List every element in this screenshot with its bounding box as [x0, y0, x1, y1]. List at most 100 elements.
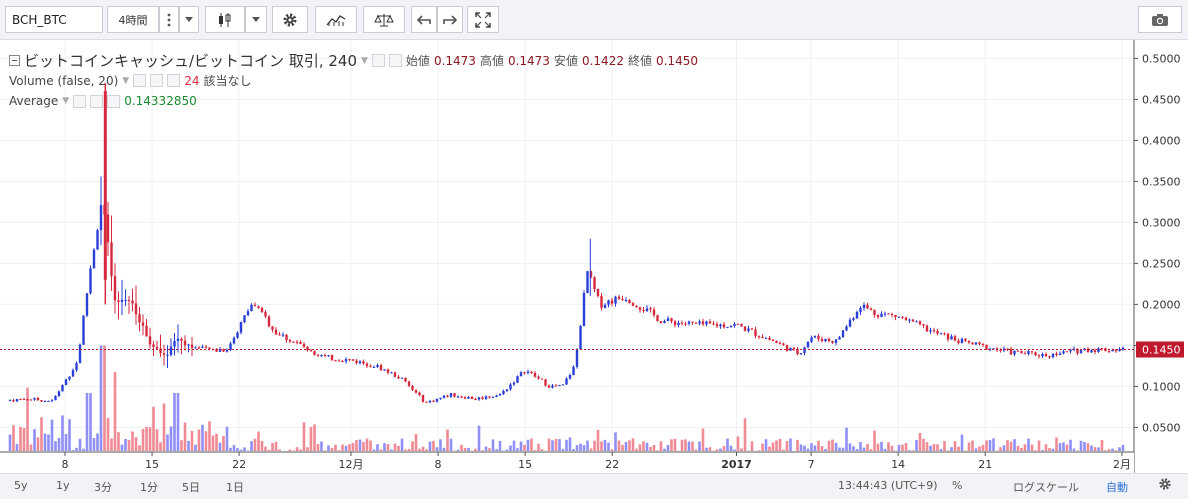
range-5y[interactable]: 5y — [14, 479, 28, 492]
candle-body — [848, 319, 852, 327]
candle-body — [684, 323, 687, 325]
symbol-input[interactable]: BCH_BTC — [5, 6, 103, 33]
volume-bar — [148, 427, 152, 451]
candle-body — [663, 321, 666, 323]
volume-bar — [806, 448, 810, 451]
volume-bar — [316, 443, 320, 451]
settings-icon[interactable] — [150, 74, 164, 87]
candle-body — [729, 325, 733, 328]
candle-body — [341, 361, 344, 363]
candle-body — [845, 326, 848, 331]
camera-icon[interactable] — [1138, 6, 1182, 33]
collapse-icon[interactable] — [9, 55, 20, 66]
chart-type-dropdown-icon[interactable] — [245, 6, 267, 33]
range-5d[interactable]: 5日 — [182, 481, 200, 494]
more-icon[interactable] — [159, 6, 179, 33]
volume-bar — [908, 450, 911, 451]
volume-bar — [547, 438, 551, 451]
candle-body — [327, 355, 330, 357]
dropdown-icon[interactable]: ▼ — [62, 96, 70, 106]
eye-icon[interactable] — [133, 74, 147, 87]
indicators-icon[interactable] — [315, 6, 357, 33]
source-icon[interactable] — [388, 54, 402, 67]
volume-bar — [155, 429, 159, 451]
candle-body — [113, 276, 117, 301]
volume-bar — [428, 441, 432, 451]
volume-bar — [939, 448, 943, 451]
undo-icon[interactable] — [411, 6, 437, 33]
candle-body — [764, 337, 768, 339]
candle-body — [386, 369, 390, 373]
candle-body — [628, 299, 631, 304]
settings-icon[interactable] — [371, 54, 385, 67]
volume-bar — [117, 432, 120, 451]
volume-bar — [932, 444, 936, 451]
range-1d[interactable]: 1日 — [226, 481, 244, 494]
candle-body — [337, 360, 341, 362]
candle-body — [526, 371, 530, 373]
volume-bar — [306, 447, 309, 451]
price-chart[interactable]: 0.05000.10000.15000.20000.25000.30000.35… — [0, 40, 1188, 473]
candle-body — [880, 313, 883, 318]
volume-bar — [393, 443, 397, 451]
high-label: 高値 — [479, 54, 504, 68]
volume-bar — [817, 440, 820, 451]
close-icon[interactable] — [107, 94, 121, 108]
volume-bar — [512, 440, 516, 451]
volume-bar — [435, 447, 439, 451]
candle-body — [722, 324, 726, 328]
volume-bar — [12, 425, 15, 451]
candle-body — [981, 343, 985, 345]
average-label[interactable]: Average — [9, 94, 59, 108]
chart-area[interactable]: 0.05000.10000.15000.20000.25000.30000.35… — [0, 40, 1188, 499]
gear-icon[interactable] — [272, 6, 308, 33]
volume-bar — [439, 439, 442, 451]
x-tick-label: 12月 — [339, 458, 364, 471]
candle-body — [827, 338, 831, 342]
candles-icon[interactable] — [205, 6, 245, 33]
volume-bar — [295, 447, 299, 451]
dropdown-icon[interactable]: ▼ — [122, 75, 130, 86]
eye-icon[interactable] — [73, 94, 87, 108]
log-scale-toggle[interactable]: ログスケール — [1013, 481, 1079, 494]
candle-body — [344, 359, 348, 362]
dropdown-icon[interactable]: ▼ — [361, 55, 368, 66]
gear-icon[interactable] — [1158, 477, 1172, 494]
interval-button[interactable]: 4時間 — [107, 6, 159, 33]
settings-icon[interactable] — [90, 94, 104, 108]
candle-body — [106, 214, 110, 243]
range-3m[interactable]: 3分 — [94, 481, 112, 494]
volume-bar — [981, 444, 985, 451]
close-icon[interactable] — [167, 74, 181, 87]
candle-body — [852, 318, 855, 320]
candle-body — [348, 359, 351, 361]
candle-body — [957, 340, 960, 344]
auto-scale-toggle[interactable]: 自動 — [1106, 481, 1128, 494]
volume-bar — [540, 449, 544, 451]
percent-toggle[interactable]: % — [952, 479, 963, 492]
volume-bar — [8, 434, 12, 451]
volume-bar — [344, 445, 348, 451]
volume-bar — [131, 431, 134, 451]
volume-bar — [162, 403, 166, 451]
volume-bar — [645, 442, 649, 451]
dropdown-icon[interactable] — [179, 6, 199, 33]
redo-icon[interactable] — [437, 6, 463, 33]
average-value: 0.14332850 — [124, 94, 197, 108]
compare-icon[interactable] — [363, 6, 405, 33]
volume-bar — [302, 422, 306, 451]
range-1y[interactable]: 1y — [56, 479, 70, 492]
bottom-bar: 5y 1y 3分 1分 5日 1日 13:44:43 (UTC+9) % ログス… — [0, 473, 1188, 499]
volume-bar — [36, 437, 40, 451]
fullscreen-icon[interactable] — [467, 6, 499, 33]
candle-body — [425, 401, 428, 403]
volume-bar — [418, 448, 421, 451]
candle-body — [894, 314, 897, 318]
range-1m[interactable]: 1分 — [140, 481, 158, 494]
volume-bar — [589, 448, 593, 451]
candle-body — [540, 378, 544, 380]
candle-body — [19, 399, 22, 401]
volume-label[interactable]: Volume (false, 20) — [9, 73, 119, 88]
candle-body — [544, 379, 547, 386]
candle-body — [726, 327, 729, 329]
